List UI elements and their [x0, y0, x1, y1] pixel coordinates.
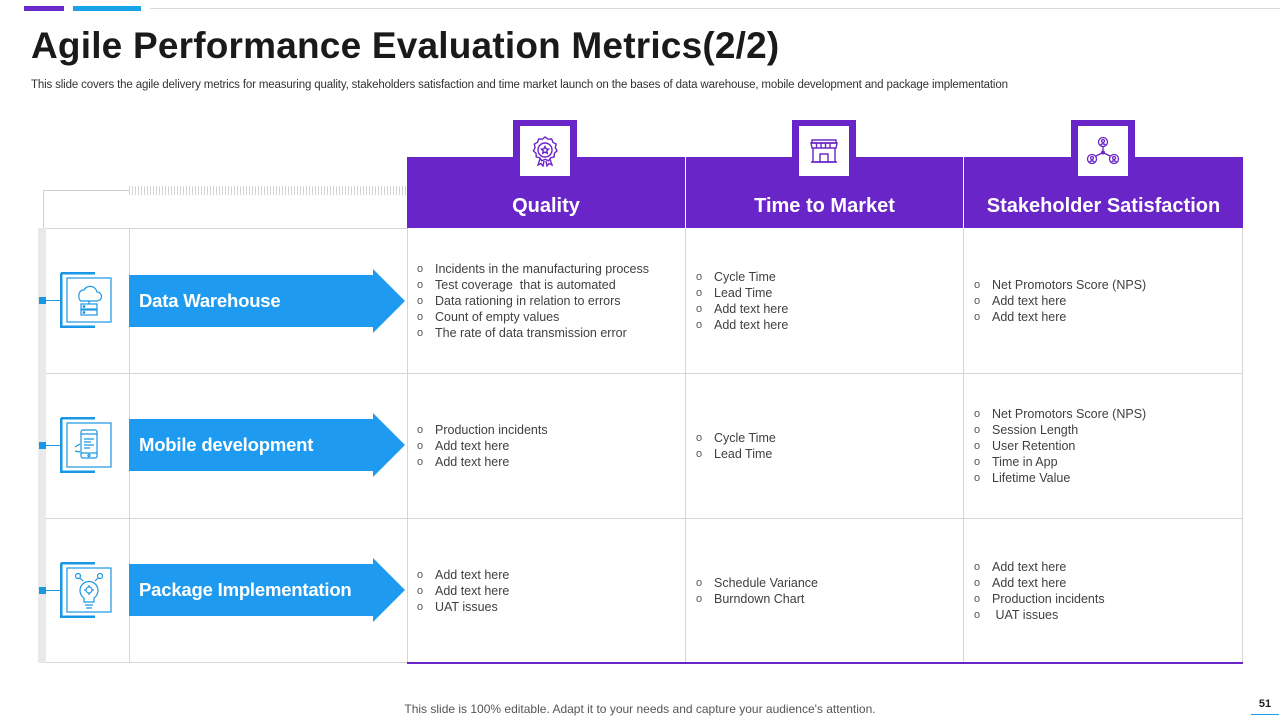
people-network-icon — [1086, 136, 1120, 165]
connector-line — [46, 445, 60, 446]
metric-cell: Net Promotors Score (NPS) Session Length… — [964, 374, 1243, 519]
accent-bar-purple — [24, 6, 64, 11]
accent-bar-blue — [73, 6, 141, 11]
column-icon-box — [1071, 120, 1135, 178]
slide-title: Agile Performance Evaluation Metrics(2/2… — [31, 25, 780, 66]
list-item: Add text here — [417, 583, 509, 599]
list-item: Lead Time — [696, 446, 776, 462]
list-item: Net Promotors Score (NPS) — [974, 277, 1146, 293]
connector-dot — [39, 442, 46, 449]
connector-dot — [39, 587, 46, 594]
frame-line — [43, 190, 44, 228]
table-bottom-rule — [407, 662, 1243, 664]
metric-list: Cycle Time Lead Time Add text here Add t… — [686, 269, 788, 333]
metric-list: Net Promotors Score (NPS) Session Length… — [964, 406, 1146, 486]
list-item: Cycle Time — [696, 430, 776, 446]
award-badge-icon — [532, 136, 558, 167]
list-item: Add text here — [417, 567, 509, 583]
list-item: Production incidents — [974, 591, 1105, 607]
metric-list: Production incidents Add text here Add t… — [407, 422, 548, 470]
metric-cell: Add text here Add text here UAT issues — [407, 519, 686, 663]
row-label: Data Warehouse — [139, 290, 281, 311]
slide-subtitle: This slide covers the agile delivery met… — [31, 79, 1008, 91]
column-icon-box — [513, 120, 577, 178]
list-item: Burndown Chart — [696, 591, 818, 607]
list-item: Lifetime Value — [974, 470, 1146, 486]
grid-line — [407, 228, 408, 663]
metric-cell: Net Promotors Score (NPS) Add text here … — [964, 228, 1243, 374]
idea-gear-icon — [59, 561, 112, 619]
list-item: Add text here — [417, 438, 548, 454]
metric-cell: Production incidents Add text here Add t… — [407, 374, 686, 519]
list-item: Net Promotors Score (NPS) — [974, 406, 1146, 422]
list-item: Add text here — [417, 454, 548, 470]
list-item: Count of empty values — [417, 309, 649, 325]
frame-line — [43, 190, 129, 191]
metric-list: Schedule Variance Burndown Chart — [686, 575, 818, 607]
column-icon-box — [792, 120, 856, 178]
row-label: Package Implementation — [139, 579, 352, 600]
list-item: Production incidents — [417, 422, 548, 438]
metric-cell: Incidents in the manufacturing process T… — [407, 228, 686, 374]
row-label: Mobile development — [139, 434, 314, 455]
list-item: The rate of data transmission error — [417, 325, 649, 341]
icon-column-panel — [46, 228, 129, 663]
list-item: Session Length — [974, 422, 1146, 438]
metric-cell: Add text here Add text here Production i… — [964, 519, 1243, 663]
page-number: 51 — [1258, 698, 1272, 710]
list-item: Add text here — [974, 309, 1146, 325]
list-item: Add text here — [974, 559, 1105, 575]
list-item: Time in App — [974, 454, 1146, 470]
page-number-underline — [1251, 714, 1279, 715]
row-icon-frame — [59, 561, 116, 619]
connector-dot — [39, 297, 46, 304]
list-item: UAT issues — [417, 599, 509, 615]
list-item: Cycle Time — [696, 269, 788, 285]
top-rule — [150, 8, 1280, 9]
list-item: Add text here — [696, 317, 788, 333]
mobile-app-icon — [59, 416, 112, 474]
list-item: Data rationing in relation to errors — [417, 293, 649, 309]
list-item: Add text here — [974, 575, 1105, 591]
metric-list: Incidents in the manufacturing process T… — [407, 261, 649, 341]
row-arrow-data-warehouse: Data Warehouse — [129, 269, 405, 333]
list-item: User Retention — [974, 438, 1146, 454]
connector-line — [46, 300, 60, 301]
column-title: Stakeholder Satisfaction — [986, 195, 1221, 217]
header-hatch-strip — [129, 186, 407, 195]
list-item: Add text here — [696, 301, 788, 317]
row-divider — [46, 373, 407, 374]
list-item: Add text here — [974, 293, 1146, 309]
connector-line — [46, 590, 60, 591]
metric-list: Add text here Add text here Production i… — [964, 559, 1105, 623]
row-divider — [46, 518, 407, 519]
metric-cell: Cycle Time Lead Time Add text here Add t… — [686, 228, 964, 374]
list-item: Incidents in the manufacturing process — [417, 261, 649, 277]
list-item: Test coverage that is automated — [417, 277, 649, 293]
list-item: Lead Time — [696, 285, 788, 301]
metric-list: Net Promotors Score (NPS) Add text here … — [964, 277, 1146, 325]
metric-list: Cycle Time Lead Time — [686, 430, 776, 462]
metric-list: Add text here Add text here UAT issues — [407, 567, 509, 615]
storefront-icon — [810, 139, 838, 163]
column-title: Time to Market — [754, 195, 895, 217]
list-item: UAT issues — [974, 607, 1105, 623]
row-icon-frame — [59, 416, 116, 474]
row-arrow-package-implementation: Package Implementation — [129, 558, 405, 622]
metric-cell: Cycle Time Lead Time — [686, 374, 964, 519]
row-arrow-mobile-development: Mobile development — [129, 413, 405, 477]
column-title: Quality — [512, 195, 580, 217]
list-item: Schedule Variance — [696, 575, 818, 591]
row-icon-frame — [59, 271, 116, 329]
footer-note: This slide is 100% editable. Adapt it to… — [404, 702, 876, 716]
metric-cell: Schedule Variance Burndown Chart — [686, 519, 964, 663]
cloud-server-icon — [59, 271, 112, 329]
